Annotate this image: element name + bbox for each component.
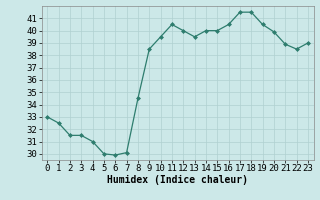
X-axis label: Humidex (Indice chaleur): Humidex (Indice chaleur) bbox=[107, 175, 248, 185]
